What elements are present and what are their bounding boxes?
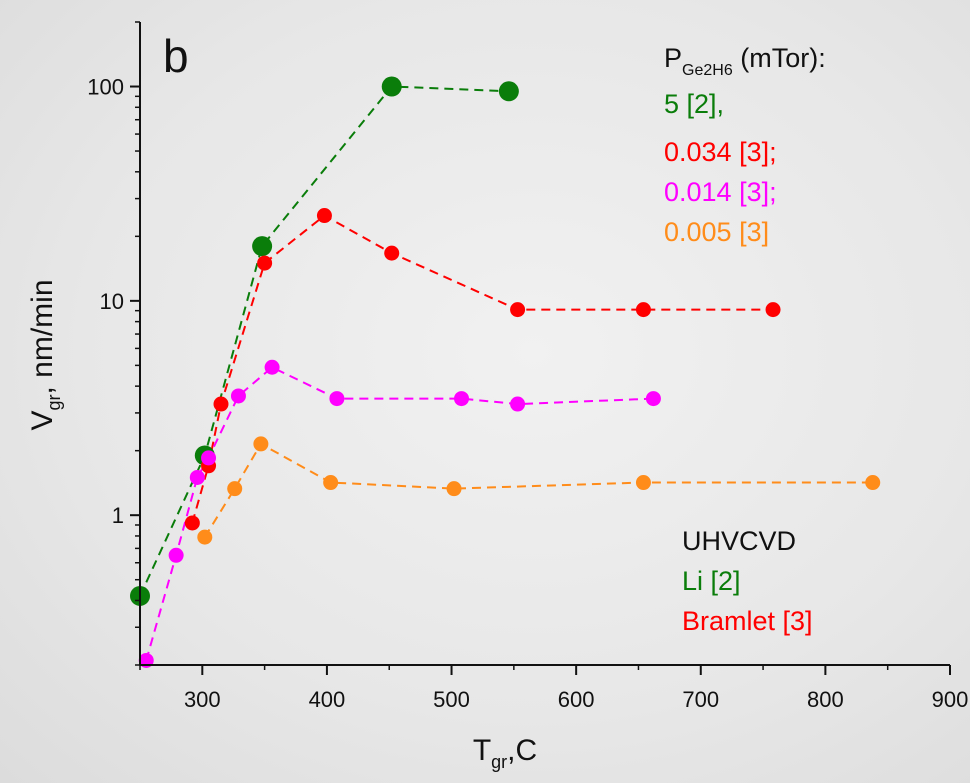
data-point-s0-4	[498, 81, 519, 102]
data-point-s2-7	[454, 391, 470, 407]
x-tick-label: 300	[184, 687, 221, 712]
x-tick-label: 400	[309, 687, 346, 712]
y-tick-label: 1	[112, 503, 124, 528]
data-point-s3-3	[323, 475, 339, 491]
x-tick-label: 900	[932, 687, 969, 712]
legend-entry-0014: 0.014 [3];	[664, 177, 777, 207]
annotation-bramlet: Bramlet [3]	[682, 606, 813, 636]
data-point-s2-2	[189, 469, 205, 485]
data-point-s2-3	[201, 450, 217, 466]
data-point-s1-6	[510, 302, 526, 318]
data-point-s2-5	[264, 359, 280, 375]
data-point-s3-2	[253, 436, 269, 452]
series-line-0	[139, 85, 509, 597]
series-points	[130, 76, 881, 668]
series-lines	[139, 85, 873, 661]
data-point-s1-4	[316, 208, 332, 224]
data-point-s1-5	[384, 245, 400, 261]
data-point-s2-1	[168, 547, 184, 563]
legend-entry-0005: 0.005 [3]	[664, 217, 769, 247]
data-point-s1-8	[765, 302, 781, 318]
x-tick-label: 700	[682, 687, 719, 712]
data-point-s1-0	[184, 515, 200, 531]
legend-entry-5: 5 [2],	[664, 89, 724, 119]
data-point-s3-4	[446, 481, 462, 497]
data-point-s0-2	[252, 236, 273, 257]
legend-entry-0034: 0.034 [3];	[664, 137, 777, 167]
legend-title: PGe2H6 (mTor):	[664, 43, 826, 79]
y-axis-label: Vgr, nm/min	[26, 279, 64, 430]
x-tick-label: 500	[433, 687, 470, 712]
series-line-3	[203, 442, 873, 538]
data-point-s2-4	[230, 388, 246, 404]
data-point-s3-5	[635, 475, 651, 491]
x-tick-label: 800	[807, 687, 844, 712]
data-point-s2-8	[510, 396, 526, 412]
data-point-s1-2	[213, 396, 229, 412]
series-line-1	[191, 214, 773, 524]
y-tick-label: 100	[87, 75, 124, 100]
annotation-li: Li [2]	[682, 566, 741, 596]
data-point-s1-7	[635, 302, 651, 318]
data-point-s2-6	[329, 391, 345, 407]
data-point-s1-3	[257, 255, 273, 271]
data-point-s3-1	[227, 481, 243, 497]
y-tick-label: 10	[100, 289, 124, 314]
x-tick-label: 600	[558, 687, 595, 712]
panel-label: b	[163, 30, 189, 82]
data-point-s0-3	[381, 76, 402, 97]
axes: 300 400 500 600 700 800 900 1 10 100	[87, 21, 969, 712]
data-point-s3-6	[865, 475, 881, 491]
x-axis-label: Tgr,C	[473, 734, 537, 772]
annotation-uhvcvd: UHVCVD	[682, 526, 796, 556]
annotations: UHVCVD Li [2] Bramlet [3]	[682, 526, 813, 636]
data-point-s2-9	[645, 391, 661, 407]
legend: PGe2H6 (mTor): 5 [2], 0.034 [3]; 0.014 […	[664, 43, 826, 247]
data-point-s3-0	[197, 529, 213, 545]
series-line-2	[145, 366, 654, 661]
